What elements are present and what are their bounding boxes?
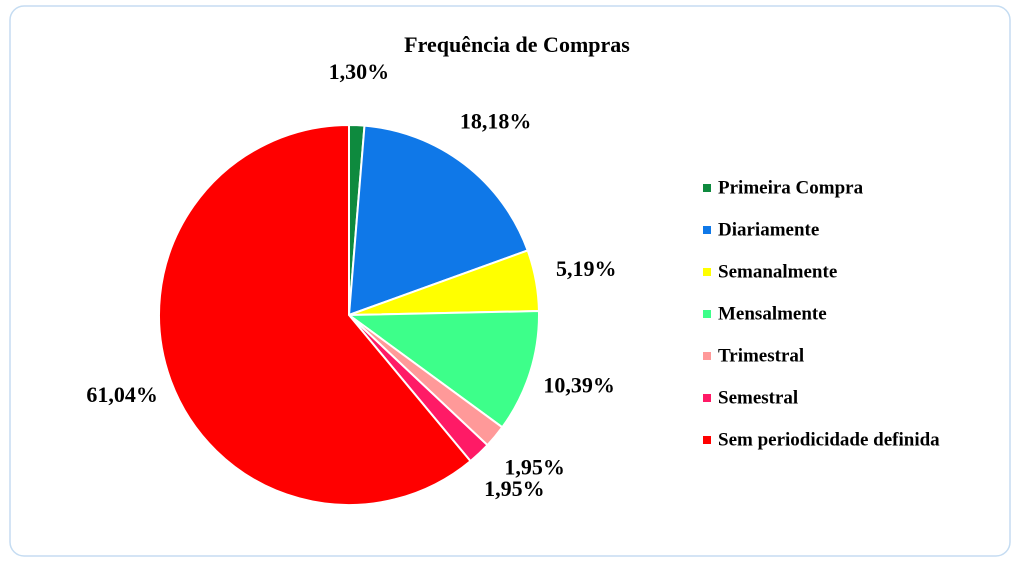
legend-label: Primeira Compra (718, 177, 864, 198)
pie-slice (347, 124, 529, 317)
legend-swatch (703, 394, 711, 402)
data-label: 10,39% (543, 373, 615, 398)
legend-label: Trimestral (718, 345, 804, 366)
data-label: 1,30% (329, 59, 390, 84)
data-label: 1,95% (504, 454, 565, 479)
legend-swatch (703, 352, 711, 360)
data-label: 1,95% (484, 476, 545, 501)
data-label: 61,04% (86, 382, 158, 407)
legend-label: Semanalmente (718, 261, 837, 282)
legend-swatch (703, 184, 711, 192)
data-label: 5,19% (556, 256, 617, 281)
legend-swatch (703, 226, 711, 234)
legend-label: Sem periodicidade definida (718, 429, 940, 450)
legend-swatch (703, 268, 711, 276)
legend-swatch (703, 436, 711, 444)
chart-title: Frequência de Compras (404, 32, 630, 57)
legend-label: Semestral (718, 387, 798, 408)
legend-swatch (703, 310, 711, 318)
data-label: 18,18% (460, 108, 532, 133)
pie-slice (346, 310, 540, 429)
legend-label: Mensalmente (718, 303, 827, 324)
legend-label: Diariamente (718, 219, 819, 240)
pie-slice (158, 123, 472, 506)
